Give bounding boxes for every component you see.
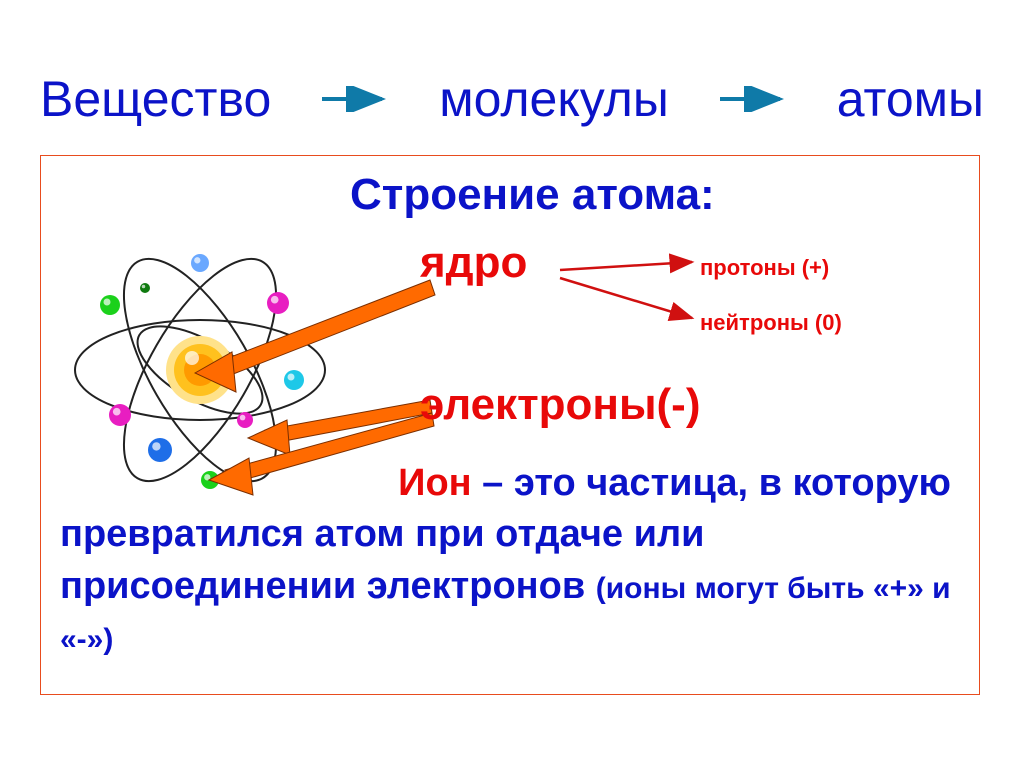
label-core: ядро xyxy=(420,238,527,288)
ion-definition: ________________Ион – это частица, в кот… xyxy=(60,458,960,663)
arrow-neutrons xyxy=(560,278,692,318)
arrow-protons xyxy=(560,262,692,270)
label-protons: протоны (+) xyxy=(700,255,829,281)
slide-root: Вещество молекулы атомы Строение атома: xyxy=(0,0,1024,768)
label-electrons: электроны(-) xyxy=(420,380,700,430)
label-neutrons: нейтроны (0) xyxy=(700,310,842,336)
ion-word: Ион xyxy=(398,462,471,504)
arrow-core xyxy=(195,280,435,392)
